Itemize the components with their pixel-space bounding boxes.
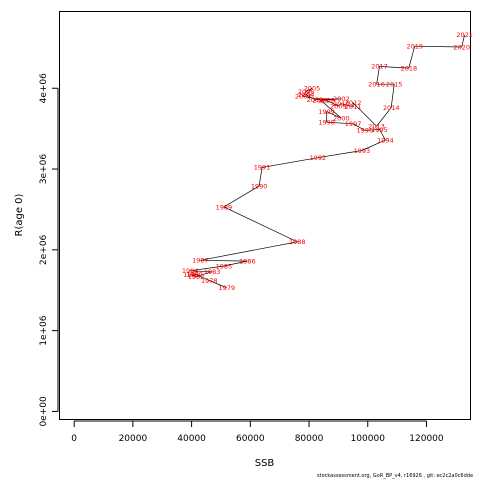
year-label-1987: 1987	[192, 257, 209, 265]
year-label-2020: 2020	[453, 43, 470, 51]
year-label-1991: 1991	[254, 164, 271, 172]
y-tick-label: 4e+06	[39, 73, 49, 104]
year-label-1993: 1993	[354, 147, 371, 155]
x-tick-label: 80000	[295, 434, 324, 444]
year-label-1983: 1983	[204, 268, 221, 276]
year-label-1995: 1995	[371, 126, 388, 134]
year-label-1980: 1980	[186, 270, 203, 278]
year-label-1999: 1999	[318, 108, 335, 116]
y-tick-label: 2e+06	[39, 234, 49, 265]
year-label-2019: 2019	[406, 43, 423, 51]
y-tick-label: 1e+06	[39, 315, 49, 346]
year-label-1998: 1998	[318, 118, 335, 126]
y-tick-label: 0e+00	[39, 396, 49, 427]
year-label-1985: 1985	[216, 262, 233, 270]
y-tick-label: 3e+06	[39, 154, 49, 185]
year-label-2012: 2012	[345, 99, 362, 107]
year-label-1994: 1994	[377, 136, 394, 144]
year-label-2016: 2016	[368, 81, 385, 89]
year-label-2004: 2004	[298, 91, 315, 99]
year-label-1997: 1997	[345, 120, 362, 128]
year-label-1984: 1984	[182, 267, 199, 275]
year-label-2007: 2007	[295, 93, 312, 101]
year-label-2003: 2003	[307, 96, 324, 104]
year-label-2017: 2017	[371, 63, 388, 71]
year-label-1981: 1981	[183, 271, 200, 279]
year-label-1992: 1992	[310, 154, 327, 162]
year-label-2010: 2010	[333, 100, 350, 108]
year-label-2018: 2018	[401, 64, 418, 72]
year-label-2011: 2011	[345, 103, 362, 111]
x-tick-label: 0	[71, 434, 77, 444]
plot-frame	[59, 11, 471, 420]
year-label-2008: 2008	[318, 97, 335, 105]
x-tick-label: 60000	[236, 434, 265, 444]
y-axis: 0e+00 1e+06 2e+06 3e+06 4e+06	[39, 73, 59, 427]
year-label-1989: 1989	[216, 203, 233, 211]
year-label-1979: 1979	[219, 284, 236, 292]
year-label-2002: 2002	[333, 95, 350, 103]
year-label-1988: 1988	[289, 238, 306, 246]
x-tick-label: 100000	[351, 434, 386, 444]
x-axis: 0 20000 40000 60000 80000 100000 120000	[71, 420, 444, 444]
year-label-1990: 1990	[251, 182, 268, 190]
year-label-1982: 1982	[188, 273, 205, 281]
year-label-1986: 1986	[239, 257, 256, 265]
year-label-2009: 2009	[330, 102, 347, 110]
x-tick-label: 120000	[409, 434, 444, 444]
year-label-1996: 1996	[357, 127, 374, 135]
year-label-2021: 2021	[456, 31, 473, 39]
year-label-2006: 2006	[298, 88, 315, 96]
year-label-2000: 2000	[333, 114, 350, 122]
year-label-2013: 2013	[368, 123, 385, 131]
x-tick-label: 20000	[119, 434, 148, 444]
x-axis-title: SSB	[255, 458, 275, 469]
year-label-2014: 2014	[383, 104, 400, 112]
year-label-2015: 2015	[386, 81, 403, 89]
year-label-1978: 1978	[201, 277, 218, 285]
y-axis-title: R(age 0)	[14, 193, 25, 236]
footer-credit: stockassessment.org, GoR_BP_v4, r16926 ,…	[317, 473, 474, 479]
year-label-2001: 2001	[313, 97, 330, 105]
year-label-2005: 2005	[304, 85, 321, 93]
x-tick-label: 40000	[177, 434, 206, 444]
recruitment-trajectory-line	[190, 34, 465, 289]
